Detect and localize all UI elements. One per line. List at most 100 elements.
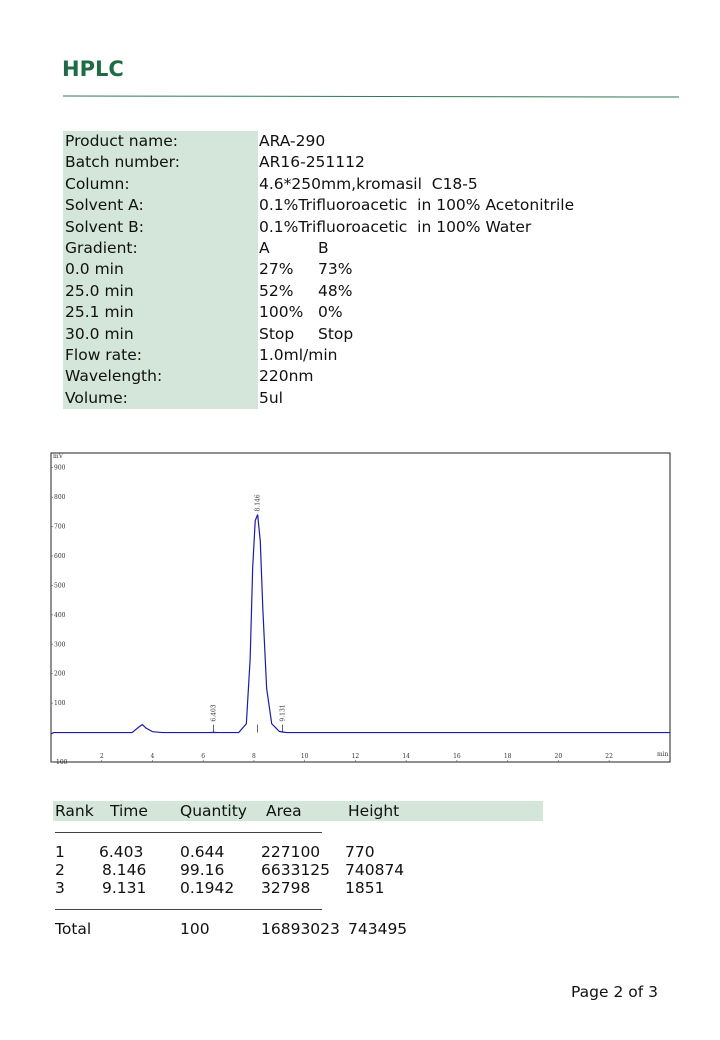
y-tick-label: 700 (54, 524, 66, 531)
info-row: Wavelength: 220nm (63, 366, 623, 388)
results-cell: 0.644 (180, 843, 225, 861)
results-row: 1 6.403 0.644 227100 770 (53, 843, 543, 861)
peak-label: 9.131 (280, 704, 287, 721)
info-value: ARA-290 (259, 132, 326, 150)
info-value: 220nm (259, 367, 314, 386)
info-table: Product name: ARA-290 Batch number: AR16-25… (63, 131, 623, 410)
divider (62, 95, 680, 98)
info-label: Volume: (63, 387, 258, 410)
gradient-a: Stop (259, 324, 295, 343)
results-cell: 99.16 (180, 861, 225, 879)
gradient-b: 0% (318, 303, 343, 322)
page-number: Page 2 of 3 (571, 983, 658, 1001)
x-tick-label: 4 (151, 753, 155, 760)
peak-label: 6.403 (210, 704, 217, 721)
results-rows: 1 6.403 0.644 227100 770 2 8.146 99.16 6633125 74… (53, 843, 543, 897)
y-tick-label: 900 (54, 465, 66, 472)
x-tick-label: 10 (301, 753, 309, 760)
results-cell: 6.403 (99, 843, 144, 861)
gradient-b: 48% (318, 281, 353, 300)
info-label: Wavelength: (63, 366, 258, 388)
x-tick-label: 14 (402, 753, 410, 760)
info-row: Volume: 5ul (63, 387, 623, 410)
x-tick-label: 12 (352, 753, 360, 760)
results-cell: 2 (55, 861, 65, 879)
gradient-a: 52% (259, 281, 294, 300)
total-quantity: 100 (180, 920, 210, 938)
info-label: Column: (63, 173, 258, 196)
gradient-a: 27% (259, 260, 294, 279)
info-label: Solvent A: (63, 195, 258, 217)
gradient-b: B (318, 238, 329, 257)
info-value: 0.1%Trifluoroacetic in 100% Acetonitrile (259, 196, 575, 215)
signal-line (50, 514, 670, 735)
x-tick-label: 16 (453, 753, 461, 760)
peak-label: 8.146 (255, 494, 262, 511)
results-cell: 1 (55, 843, 65, 861)
x-tick-label: 6 (201, 753, 205, 760)
x-tick-label: 8 (252, 753, 256, 760)
info-label: Batch number: (63, 152, 258, 174)
title: HPLC (62, 57, 124, 81)
plot-frame (50, 452, 671, 763)
info-label: 30.0 min (63, 323, 258, 345)
column-header: Time (110, 802, 148, 820)
info-label: Gradient: (63, 237, 258, 260)
info-value: 1.0ml/min (259, 345, 338, 364)
results-cell: 32798 (261, 879, 311, 897)
gradient-a: A (259, 238, 270, 257)
info-row: Gradient: A B (63, 237, 623, 260)
y-tick-label: 200 (54, 671, 66, 678)
y-tick-label: 600 (54, 553, 66, 560)
info-row: Product name: ARA-290 (63, 131, 623, 153)
y-tick-label: 500 (54, 582, 66, 589)
y-tick-label: 300 (54, 641, 66, 648)
x-tick-label: 22 (605, 753, 613, 760)
info-row: 25.0 min 52% 48% (63, 280, 623, 303)
results-cell: 740874 (345, 861, 405, 879)
column-header: Quantity (180, 802, 247, 820)
column-header: Height (348, 802, 400, 820)
results-cell: 1851 (345, 879, 385, 897)
info-label: Product name: (63, 131, 258, 153)
chromatogram: mV min -100 100 200 300 400 500 600 700 800 900 2 4 6 8… (50, 452, 671, 766)
results-row: 3 9.131 0.1942 32798 1851 (53, 879, 543, 897)
gradient-b: 73% (318, 260, 353, 279)
x-tick-label: 18 (504, 753, 512, 760)
total-area: 16893023 (261, 920, 340, 938)
results-header: Rank Time Quantity Area Height (53, 801, 543, 821)
info-value: AR16-251112 (259, 153, 365, 172)
info-value: 4.6*250mm,kromasil C18-5 (259, 174, 478, 193)
info-value: 5ul (259, 388, 283, 407)
info-label: 25.0 min (63, 280, 258, 303)
total-height: 743495 (348, 920, 408, 938)
y-tick-label: 800 (54, 494, 66, 501)
x-axis-label: min (657, 751, 669, 758)
total-row: Total 100 16893023 743495 (53, 920, 543, 938)
info-label: 0.0 min (63, 259, 258, 281)
info-row: Batch number: AR16-251112 (63, 152, 623, 174)
results-cell: 227100 (261, 843, 321, 861)
info-row: 30.0 min Stop Stop (63, 323, 623, 345)
y-axis-label: mV (53, 453, 64, 460)
info-row: Column: 4.6*250mm,kromasil C18-5 (63, 173, 623, 196)
x-tick-label: 2 (100, 753, 104, 760)
results-cell: 0.1942 (180, 879, 235, 897)
results-table: Rank Time Quantity Area Height 1 6.403 0.644 227… (53, 801, 543, 938)
column-header: Area (266, 802, 302, 820)
y-tick-label: -100 (54, 759, 68, 766)
total-label: Total (55, 920, 92, 938)
gradient-b: Stop (318, 324, 354, 343)
info-row: Solvent A: 0.1%Trifluoroacetic in 100% Ac… (63, 195, 623, 217)
results-cell: 9.131 (102, 879, 147, 897)
info-row: Solvent B: 0.1%Trifluoroacetic in 100% Wa… (63, 216, 623, 238)
rule (55, 909, 322, 910)
results-cell: 3 (55, 879, 65, 897)
info-value: 0.1%Trifluoroacetic in 100% Water (259, 217, 532, 236)
info-label: 25.1 min (63, 302, 258, 324)
info-row: Flow rate: 1.0ml/min (63, 344, 623, 367)
y-tick-label: 400 (54, 612, 66, 619)
results-cell: 8.146 (102, 861, 147, 879)
x-tick-label: 20 (555, 753, 563, 760)
